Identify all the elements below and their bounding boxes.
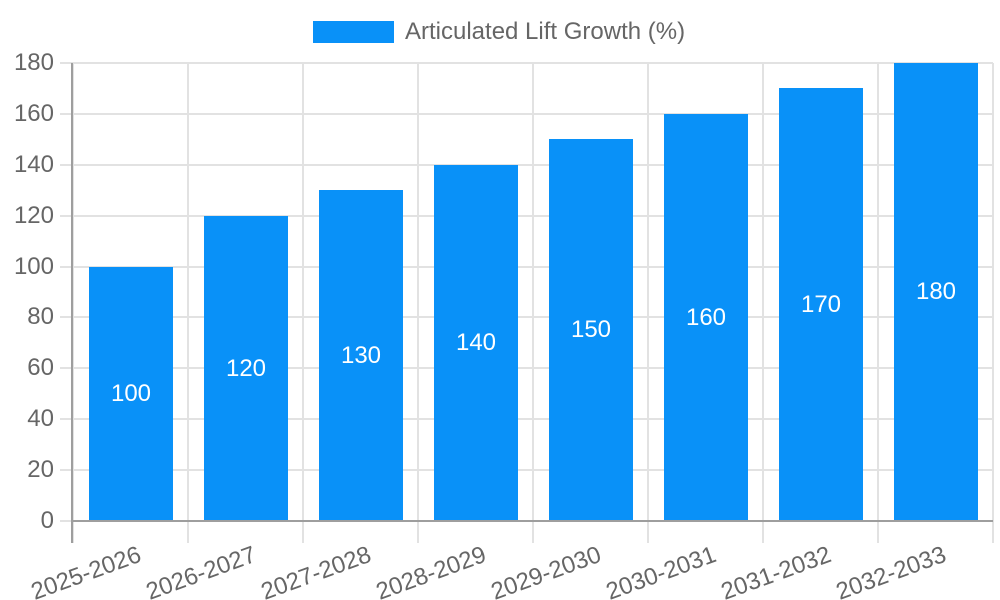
y-axis-label: 160 [13, 100, 54, 127]
y-axis-label: 120 [13, 202, 54, 229]
gridline-horizontal [60, 469, 993, 471]
gridline-horizontal [60, 316, 993, 318]
gridline-horizontal [60, 62, 993, 64]
x-axis-line [73, 520, 993, 522]
legend-label: Articulated Lift Growth (%) [405, 18, 686, 45]
x-axis-label: 2032-2033 [832, 541, 950, 600]
y-axis-label: 40 [27, 405, 54, 432]
bar [549, 139, 633, 521]
gridline-vertical [417, 63, 419, 543]
gridline-vertical [72, 63, 74, 543]
legend: Articulated Lift Growth (%) [313, 18, 686, 45]
gridline-horizontal [60, 215, 993, 217]
x-axis-label: 2029-2030 [487, 541, 605, 600]
x-axis-label: 2026-2027 [142, 541, 260, 600]
y-axis-label: 60 [27, 354, 54, 381]
y-axis-label: 80 [27, 303, 54, 330]
y-axis-label: 180 [13, 49, 54, 76]
gridline-vertical [992, 63, 994, 543]
gridline-vertical [762, 63, 764, 543]
bar-value-label: 120 [225, 355, 267, 382]
bar [779, 88, 863, 521]
gridline-vertical [877, 63, 879, 543]
gridline-horizontal [60, 113, 993, 115]
y-axis-line [71, 63, 73, 543]
gridline-vertical [187, 63, 189, 543]
y-axis-label: 20 [27, 456, 54, 483]
bar-value-label: 170 [800, 291, 842, 318]
y-axis-label: 140 [13, 151, 54, 178]
bar [204, 216, 288, 521]
legend-swatch [313, 21, 394, 43]
bar-value-label: 100 [110, 380, 152, 407]
x-axis-label: 2030-2031 [602, 541, 720, 600]
bar [319, 190, 403, 521]
bar-value-label: 180 [915, 278, 957, 305]
x-axis-label: 2028-2029 [372, 541, 490, 600]
bar [894, 63, 978, 521]
gridline-horizontal [60, 164, 993, 166]
bar [434, 165, 518, 521]
gridline-horizontal [60, 367, 993, 369]
gridline-horizontal [60, 418, 993, 420]
gridline-horizontal [60, 266, 993, 268]
y-axis-label: 100 [13, 253, 54, 280]
bar-value-label: 160 [685, 304, 727, 331]
x-axis-label: 2025-2026 [27, 541, 145, 600]
x-axis-label: 2027-2028 [257, 541, 375, 600]
y-axis-label: 0 [40, 507, 54, 534]
gridline-vertical [532, 63, 534, 543]
bar [89, 267, 173, 521]
bar-value-label: 140 [455, 329, 497, 356]
gridline-vertical [647, 63, 649, 543]
bar [664, 114, 748, 521]
bar-value-label: 130 [340, 342, 382, 369]
x-axis-label: 2031-2032 [717, 541, 835, 600]
gridline-vertical [302, 63, 304, 543]
bar-value-label: 150 [570, 316, 612, 343]
